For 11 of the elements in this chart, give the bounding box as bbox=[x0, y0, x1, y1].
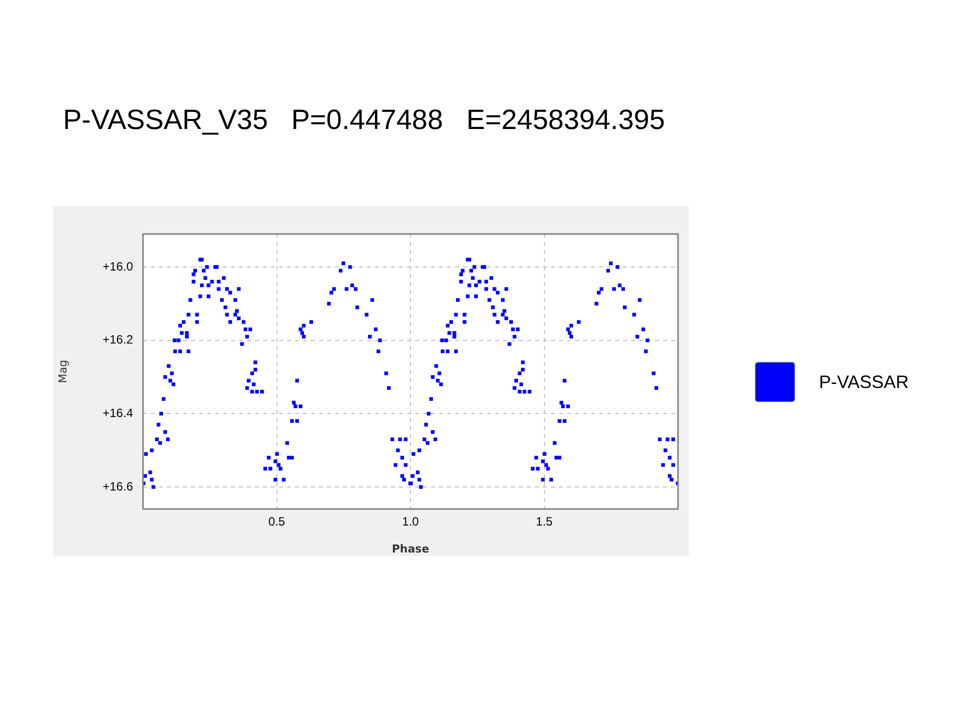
chart-title: P-VASSAR_V35 P=0.447488 E=2458394.395 bbox=[63, 104, 665, 136]
y-tick-label: +16.4 bbox=[102, 406, 134, 420]
x-axis-title: Phase bbox=[392, 542, 430, 556]
y-tick-label: +16.2 bbox=[102, 332, 134, 347]
x-tick-label: 0.5 bbox=[268, 514, 286, 529]
x-tick-label: 1.5 bbox=[536, 514, 553, 529]
y-axis-title: Mag bbox=[56, 360, 70, 384]
y-tick-label: +16.0 bbox=[102, 259, 134, 274]
x-tick-label: 1.0 bbox=[402, 514, 420, 529]
y-tick-label: +16.6 bbox=[102, 479, 134, 494]
legend-label: P-VASSAR bbox=[819, 372, 909, 392]
